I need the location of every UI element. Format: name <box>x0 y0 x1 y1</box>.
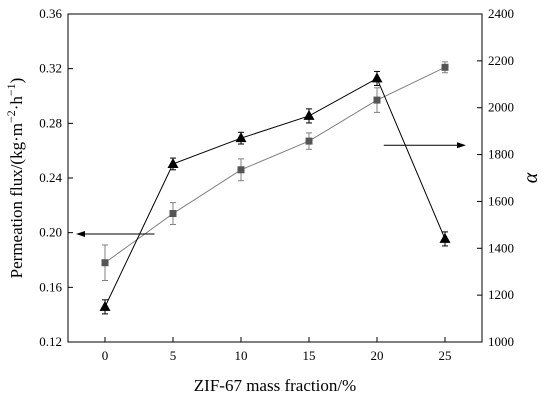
x-tick-label: 20 <box>371 348 384 363</box>
y-right-tick-label: 1200 <box>488 287 514 302</box>
y-left-tick-label: 0.24 <box>39 170 62 185</box>
square-marker <box>441 63 449 71</box>
triangle-marker <box>371 72 383 83</box>
y-right-tick-label: 2200 <box>488 53 514 68</box>
y-right-label-text: α <box>520 172 542 183</box>
y-left-tick-label: 0.36 <box>39 6 62 21</box>
y-axis-right-label: α <box>520 172 542 183</box>
y-left-tick-label: 0.20 <box>39 225 62 240</box>
x-tick-label: 25 <box>439 348 452 363</box>
square-marker <box>237 166 245 174</box>
triangle-marker <box>439 232 451 243</box>
y-left-tick-label: 0.32 <box>39 61 62 76</box>
y-right-tick-label: 1000 <box>488 334 514 349</box>
x-tick-label: 15 <box>303 348 316 363</box>
square-marker <box>373 96 381 104</box>
y-left-label-mid: ·h <box>7 96 26 111</box>
square-marker <box>305 137 313 145</box>
y-left-tick-label: 0.12 <box>39 334 62 349</box>
y-right-tick-label: 2400 <box>488 6 514 21</box>
arrow-left <box>76 231 155 238</box>
x-axis-label: ZIF-67 mass fraction/% <box>194 376 356 395</box>
y-left-label-sup2: −1 <box>4 83 18 96</box>
y-right-tick-label: 1400 <box>488 240 514 255</box>
series-right-triangle <box>99 70 451 315</box>
y-left-label-main: Permeation flux/(kg·m <box>7 123 26 278</box>
triangle-marker <box>99 300 111 311</box>
series-line <box>104 66 446 264</box>
y-right-tick-label: 1800 <box>488 147 514 162</box>
y-axis-left-label: Permeation flux/(kg·m−2·h−1) <box>4 78 26 279</box>
triangle-marker <box>235 132 247 143</box>
square-marker <box>101 259 109 267</box>
y-left-tick-label: 0.16 <box>39 279 62 294</box>
annotation-layer <box>76 142 466 238</box>
triangle-marker <box>167 157 179 168</box>
y-left-tick-label: 0.28 <box>39 115 62 130</box>
x-tick-label: 0 <box>102 348 109 363</box>
x-tick-label: 5 <box>170 348 177 363</box>
series-line <box>104 77 446 308</box>
x-tick-label: 10 <box>235 348 248 363</box>
square-marker <box>169 210 177 218</box>
triangle-marker <box>303 109 315 120</box>
series-layer <box>99 61 451 315</box>
ticks-layer: 0 5 10 15 20 25 0.12 0.16 0.20 0.24 0.28 0.32 0.36 10… <box>39 6 514 363</box>
plot-frame <box>67 13 483 343</box>
arrow-right <box>383 142 466 149</box>
y-right-tick-label: 1600 <box>488 193 514 208</box>
svg-text:Permeation flux/(kg·m−2·h−1): Permeation flux/(kg·m−2·h−1) <box>4 78 26 279</box>
y-left-label-end: ) <box>7 78 26 84</box>
y-left-label-sup1: −2 <box>4 110 18 123</box>
series-left-square <box>101 61 449 281</box>
y-right-tick-label: 2000 <box>488 100 514 115</box>
